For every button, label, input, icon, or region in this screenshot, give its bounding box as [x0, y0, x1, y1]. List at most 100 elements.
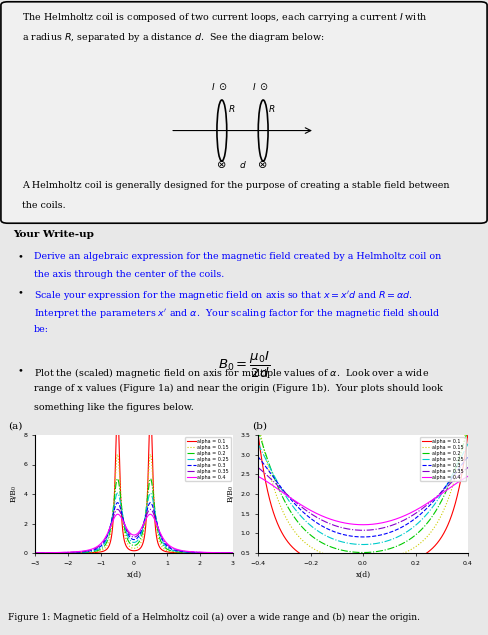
alpha = 0.4: [55, 549, 61, 556]
alpha = 0.15: [55, 549, 61, 557]
alpha = 0.15: [205, 549, 211, 557]
Text: $B_0 = \dfrac{\mu_0 I}{2d}$: $B_0 = \dfrac{\mu_0 I}{2d}$: [218, 349, 270, 380]
alpha = 0.1: [117, 457, 122, 465]
alpha = 0.25: [400, 531, 406, 538]
alpha = 0.4: [66, 549, 72, 556]
alpha = 0.3: [423, 505, 428, 513]
alpha = 0.35: [255, 464, 261, 471]
alpha = 0.35: [400, 517, 406, 525]
alpha = 0.35: [32, 549, 38, 557]
Text: A Helmholtz coil is generally designed for the purpose of creating a stable fiel: A Helmholtz coil is generally designed f…: [22, 182, 449, 190]
alpha = 0.4: [205, 549, 211, 556]
Text: ⊙: ⊙: [218, 83, 226, 92]
alpha = 0.1: [340, 562, 346, 570]
alpha = 0.35: [277, 483, 283, 491]
alpha = 0.2: [32, 549, 38, 557]
alpha = 0.1: [255, 429, 261, 437]
Line: alpha = 0.15: alpha = 0.15: [258, 420, 468, 560]
Text: $I$: $I$: [252, 81, 256, 92]
alpha = 0.1: [419, 552, 425, 560]
alpha = 0.25: [277, 481, 283, 489]
Text: $R$: $R$: [228, 104, 235, 114]
alpha = 0.1: [205, 549, 211, 557]
alpha = 0.1: [465, 429, 471, 437]
alpha = 0.25: [423, 512, 428, 519]
alpha = 0.1: [347, 563, 353, 570]
alpha = 0.35: [230, 549, 236, 557]
alpha = 0.3: [347, 532, 353, 540]
alpha = 0.1: [108, 536, 114, 544]
alpha = 0.4: [115, 511, 121, 518]
alpha = 0.25: [226, 549, 232, 557]
alpha = 0.4: [347, 520, 353, 528]
alpha = 0.2: [117, 485, 122, 492]
alpha = 0.3: [400, 523, 406, 531]
X-axis label: x(d): x(d): [355, 572, 370, 579]
Line: alpha = 0.3: alpha = 0.3: [258, 457, 468, 537]
alpha = 0.35: [108, 521, 114, 528]
alpha = 0.15: [277, 500, 283, 507]
Text: range of x values (Figure 1a) and near the origin (Figure 1b).  Your plots shoul: range of x values (Figure 1a) and near t…: [34, 384, 443, 394]
alpha = 0.3: [340, 531, 346, 538]
Text: Plot the (scaled) magnetic field on axis for multiple values of $\alpha$.  Look : Plot the (scaled) magnetic field on axis…: [34, 366, 429, 380]
Line: alpha = 0.1: alpha = 0.1: [35, 405, 233, 553]
Text: be:: be:: [34, 325, 49, 335]
alpha = 0.35: [340, 524, 346, 531]
alpha = 0.15: [115, 451, 121, 458]
alpha = 0.15: [340, 555, 346, 563]
alpha = 0.35: [226, 549, 232, 557]
Text: Scale your expression for the magnetic field on axis so that $x = x'd$ and $R = : Scale your expression for the magnetic f…: [34, 289, 413, 302]
alpha = 0.4: [32, 549, 38, 557]
Line: alpha = 0.1: alpha = 0.1: [258, 433, 468, 566]
Text: something like the figures below.: something like the figures below.: [34, 403, 194, 411]
alpha = 0.15: [230, 549, 236, 557]
alpha = 0.1: [400, 559, 406, 567]
alpha = 0.15: [255, 417, 261, 424]
X-axis label: x(d): x(d): [126, 572, 142, 579]
alpha = 0.3: [465, 453, 471, 460]
Text: $d$: $d$: [239, 159, 246, 170]
Text: a radius $R$, separated by a distance $d$.  See the diagram below:: a radius $R$, separated by a distance $d…: [22, 31, 325, 44]
alpha = 0.4: [465, 472, 471, 480]
alpha = 0.1: [32, 549, 38, 557]
alpha = 0.2: [205, 549, 211, 557]
Text: •: •: [18, 289, 23, 298]
alpha = 0.3: [226, 549, 232, 557]
alpha = 0.25: [205, 549, 211, 557]
alpha = 0.2: [400, 540, 406, 547]
alpha = 0.25: [117, 495, 122, 502]
alpha = 0.1: [360, 563, 366, 570]
alpha = 0.3: [419, 509, 425, 517]
alpha = 0.35: [117, 507, 122, 515]
alpha = 0.4: [360, 521, 366, 528]
alpha = 0.15: [66, 549, 72, 557]
alpha = 0.4: [108, 521, 114, 529]
alpha = 0.35: [419, 505, 425, 512]
alpha = 0.3: [32, 549, 38, 557]
alpha = 0.3: [108, 520, 114, 528]
alpha = 0.15: [360, 556, 366, 564]
Text: ⊙: ⊙: [260, 83, 268, 92]
alpha = 0.1: [147, 401, 153, 409]
alpha = 0.3: [55, 549, 61, 556]
alpha = 0.25: [340, 538, 346, 546]
Y-axis label: B/B₀: B/B₀: [10, 486, 18, 502]
alpha = 0.2: [340, 547, 346, 554]
Text: The Helmholtz coil is composed of two current loops, each carrying a current $I$: The Helmholtz coil is composed of two cu…: [22, 11, 428, 25]
alpha = 0.25: [55, 549, 61, 557]
Y-axis label: B/B₀: B/B₀: [227, 486, 235, 502]
alpha = 0.4: [277, 486, 283, 494]
alpha = 0.25: [32, 549, 38, 557]
Text: the axis through the center of the coils.: the axis through the center of the coils…: [34, 271, 224, 279]
Text: $R$: $R$: [268, 104, 275, 114]
alpha = 0.35: [423, 502, 428, 510]
alpha = 0.4: [230, 549, 236, 557]
alpha = 0.4: [400, 513, 406, 521]
alpha = 0.2: [108, 523, 114, 530]
alpha = 0.2: [277, 486, 283, 494]
alpha = 0.25: [115, 490, 121, 497]
Text: Your Write-up: Your Write-up: [13, 230, 94, 239]
alpha = 0.25: [108, 521, 114, 528]
alpha = 0.4: [419, 503, 425, 511]
alpha = 0.3: [255, 453, 261, 460]
